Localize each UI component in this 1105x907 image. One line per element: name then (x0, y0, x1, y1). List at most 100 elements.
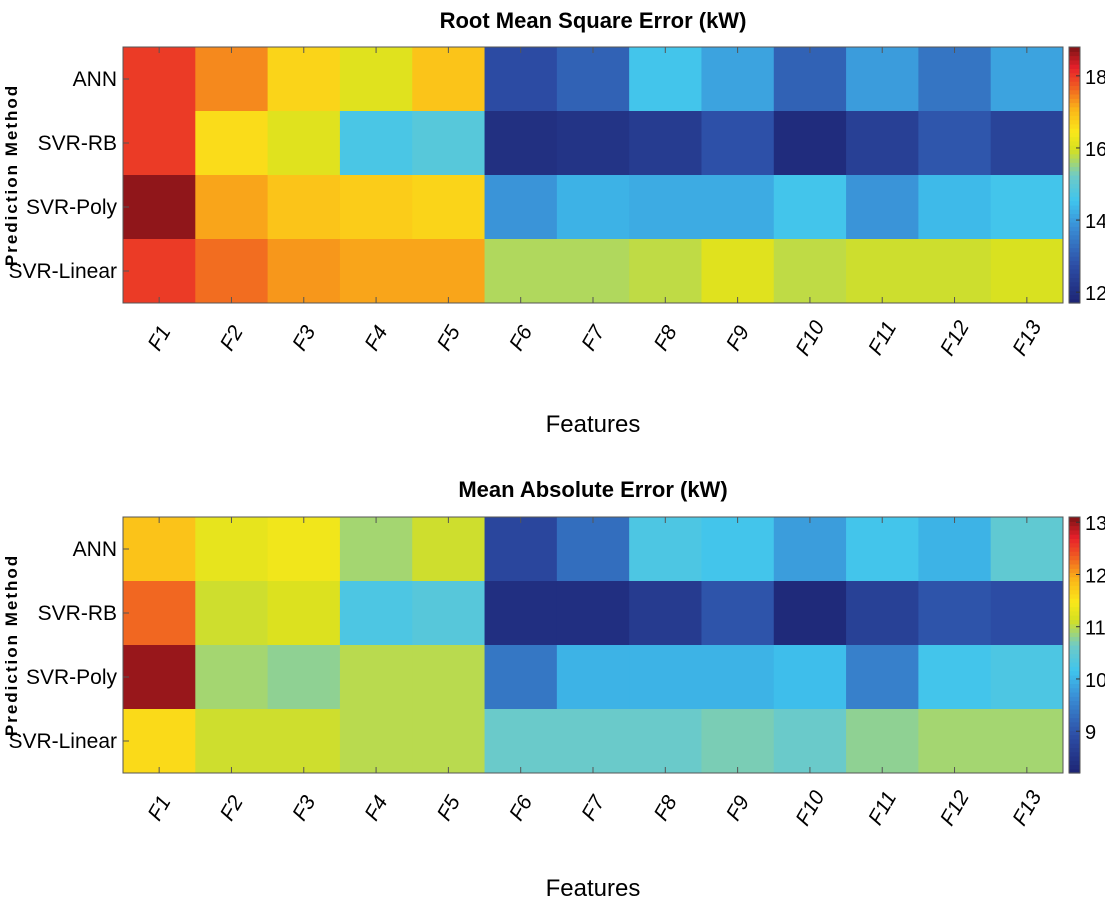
heatmap-cell (339, 517, 413, 582)
colorbar-segment (1069, 709, 1080, 714)
x-tick-label: F11 (864, 318, 901, 359)
heatmap-cell (195, 239, 269, 304)
heatmap-cell (990, 175, 1064, 240)
colorbar-segment (1069, 285, 1080, 291)
heatmap-cell (701, 175, 775, 240)
colorbar-segment (1069, 187, 1080, 193)
colorbar-segment (1069, 555, 1080, 561)
colorbar-segment (1069, 157, 1080, 163)
colorbar-segment (1069, 294, 1080, 300)
x-axis-label: Features (546, 411, 641, 438)
heatmap-cell (339, 581, 413, 646)
heatmap-cell (195, 175, 269, 240)
heatmap-cell (773, 709, 847, 774)
heatmap-cell (484, 517, 558, 582)
heatmap-cell (773, 645, 847, 710)
heatmap-cell (701, 111, 775, 176)
heatmap-cell (846, 175, 919, 240)
colorbar-segment (1069, 102, 1080, 108)
colorbar-segment (1069, 281, 1080, 287)
colorbar-segment (1069, 243, 1080, 249)
colorbar-segment (1069, 260, 1080, 266)
colorbar-segment (1069, 636, 1080, 642)
heatmap-cell (123, 709, 196, 774)
colorbar-segment (1069, 704, 1080, 710)
colorbar-segment (1069, 183, 1080, 189)
colorbar-segment (1069, 700, 1080, 706)
heatmap-cell (918, 47, 992, 112)
x-tick-label: F3 (288, 322, 320, 355)
colorbar-segment (1069, 192, 1080, 197)
colorbar-segment (1069, 132, 1080, 138)
colorbar-segment (1069, 696, 1080, 702)
colorbar-segment (1069, 581, 1080, 586)
heatmap-cell (701, 517, 775, 582)
colorbar-segment (1069, 234, 1080, 240)
colorbar-segment (1069, 726, 1080, 731)
x-tick-label: F5 (433, 792, 465, 825)
x-tick-label: F7 (577, 791, 610, 825)
heatmap-cell (990, 111, 1064, 176)
colorbar-segment (1069, 568, 1080, 574)
heatmap-cell (412, 175, 486, 240)
heatmap-cell (123, 175, 196, 240)
colorbar-segment (1069, 230, 1080, 236)
heatmap-cell (412, 239, 486, 304)
colorbar-segment (1069, 106, 1080, 112)
heatmap-cell (629, 709, 702, 774)
heatmap-cell (267, 239, 341, 304)
heatmap-cell (484, 175, 558, 240)
colorbar-segment (1069, 691, 1080, 697)
colorbar-segment (1069, 68, 1080, 74)
colorbar-segment (1069, 226, 1080, 232)
colorbar-segment (1069, 89, 1080, 95)
colorbar-segment (1069, 298, 1080, 304)
colorbar-segment (1069, 585, 1080, 591)
x-tick-label: F7 (577, 321, 610, 355)
x-tick-label: F11 (864, 788, 901, 829)
chart-title: Root Mean Square Error (kW) (440, 8, 747, 33)
colorbar-segment (1069, 687, 1080, 693)
colorbar-segment (1069, 534, 1080, 539)
heatmap-cell (123, 645, 196, 710)
colorbar-segment (1069, 602, 1080, 608)
colorbar-segment (1069, 760, 1080, 766)
x-tick-label: F3 (288, 792, 320, 825)
colorbar-segment (1069, 264, 1080, 270)
heatmap-cell (773, 47, 847, 112)
colorbar-segment (1069, 115, 1080, 121)
colorbar-segment (1069, 662, 1080, 667)
colorbar-segment (1069, 81, 1080, 86)
colorbar-segment (1069, 290, 1080, 296)
heatmap-cell (556, 239, 630, 304)
x-tick-label: F9 (722, 792, 754, 825)
heatmap-cell (267, 517, 341, 582)
heatmap-cell (773, 175, 847, 240)
colorbar-segment (1069, 128, 1080, 133)
colorbar-segment (1069, 589, 1080, 595)
colorbar-tick-label: 9 (1085, 722, 1096, 744)
x-tick-label: F1 (143, 322, 175, 355)
heatmap-cell (773, 517, 847, 582)
heatmap-cell (701, 239, 775, 304)
heatmap-cell (990, 239, 1064, 304)
colorbar-segment (1069, 679, 1080, 684)
heatmap-cell (629, 47, 702, 112)
heatmap-panel-2: Mean Absolute Error (kW) ANN SVR-RB SVR-Pol… (2, 477, 1105, 902)
heatmap-cell (267, 111, 341, 176)
heatmap-cell (412, 47, 486, 112)
heatmap-cell (484, 47, 558, 112)
heatmap-cell (773, 111, 847, 176)
colorbar-segment (1069, 598, 1080, 603)
y-tick-label: ANN (73, 68, 117, 91)
heatmap-cell (556, 581, 630, 646)
colorbar-segment (1069, 85, 1080, 91)
y-tick-label: SVR-Poly (26, 666, 118, 689)
colorbar-segment (1069, 563, 1080, 569)
heatmap-cell (918, 517, 992, 582)
colorbar-segment (1069, 521, 1080, 527)
colorbar-tick-label: 13 (1085, 513, 1105, 535)
colorbar-segment (1069, 149, 1080, 155)
heatmap-cell (556, 175, 630, 240)
